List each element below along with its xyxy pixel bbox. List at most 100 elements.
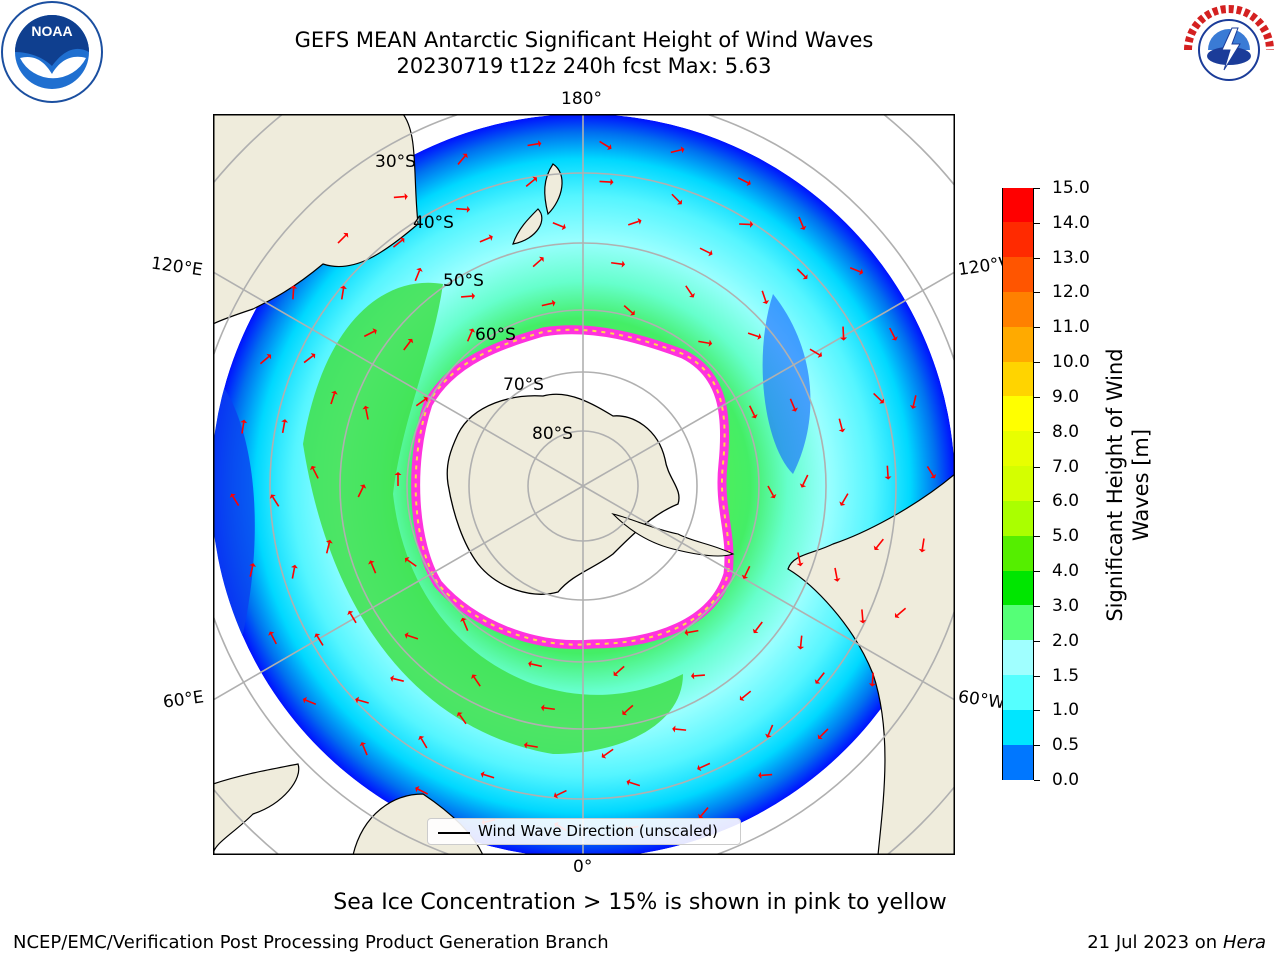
colorbar-tick-label: 14.0	[1052, 212, 1090, 233]
colorbar-tick-label: 12.0	[1052, 282, 1090, 303]
wind-wave-arrowhead	[762, 300, 770, 305]
wind-wave-arrowhead	[802, 274, 808, 280]
wind-wave-arrowhead	[622, 710, 627, 716]
colorbar-band	[1003, 675, 1033, 711]
wind-wave-arrowhead	[539, 256, 544, 262]
wind-wave-arrow	[392, 677, 404, 682]
colorbar-tick-mark	[1034, 396, 1040, 398]
wind-wave-arrow	[303, 355, 314, 364]
colorbar-band	[1003, 431, 1033, 467]
wind-wave-arrow	[599, 140, 610, 148]
wind-wave-arrow	[912, 395, 917, 407]
wind-wave-arrowhead	[291, 564, 298, 569]
wind-wave-arrow	[473, 676, 481, 687]
wind-wave-arrow	[629, 781, 641, 787]
wind-wave-arrow	[349, 612, 357, 624]
colorbar-title-line2: Waves [m]	[1129, 428, 1153, 542]
colorbar-tick-label: 8.0	[1052, 421, 1080, 442]
wind-wave-arrowhead	[739, 695, 745, 701]
wind-wave-arrow	[744, 565, 751, 577]
colorbar-tick-mark	[1034, 362, 1040, 364]
wind-wave-arrow	[798, 216, 804, 228]
wind-wave-arrow	[459, 714, 467, 725]
wind-wave-arrowhead	[355, 696, 360, 704]
wind-wave-arrow	[685, 285, 693, 296]
wind-wave-arrow	[871, 672, 874, 684]
wind-wave-arrow	[842, 326, 845, 338]
wind-wave-arrowhead	[268, 631, 275, 636]
wind-wave-arrowhead	[884, 476, 892, 480]
colorbar-tick-label: 5.0	[1052, 526, 1080, 547]
wind-wave-arrowhead	[909, 405, 917, 409]
wind-wave-arrowhead	[796, 562, 804, 567]
wind-wave-arrowhead	[891, 336, 898, 341]
wind-wave-arrowhead	[672, 725, 676, 733]
wind-wave-arrow	[838, 418, 843, 430]
wind-wave-arrowhead	[404, 193, 408, 201]
wind-wave-arrow	[249, 565, 254, 577]
wind-wave-arrow	[761, 290, 767, 302]
colorbar-tick-mark	[1034, 257, 1040, 259]
wind-wave-arrowhead	[537, 140, 542, 148]
wind-wave-arrowhead	[368, 560, 375, 565]
wind-wave-arrowhead	[229, 493, 236, 499]
wind-wave-arrowhead	[407, 338, 414, 344]
wind-wave-arrow	[761, 773, 773, 777]
wind-wave-arrowhead	[757, 333, 762, 340]
wind-wave-arrow	[543, 707, 555, 711]
wind-wave-arrowhead	[340, 285, 347, 290]
map-legend: Wind Wave Direction (unscaled)	[427, 818, 741, 845]
wind-wave-arrowhead	[799, 483, 807, 488]
wind-wave-arrow	[541, 302, 553, 307]
colorbar-tick-mark	[1034, 745, 1040, 747]
colorbar-band	[1003, 535, 1033, 572]
wind-wave-arrowhead	[859, 620, 867, 624]
wind-wave-arrowhead	[290, 285, 298, 289]
nws-logo-icon	[1181, 2, 1277, 98]
colorbar-band	[1003, 222, 1033, 258]
colorbar-band	[1003, 257, 1033, 293]
wind-wave-arrowhead	[553, 792, 559, 799]
wind-wave-arrow	[675, 728, 687, 731]
wind-wave-arrowhead	[758, 771, 762, 779]
colorbar-band	[1003, 326, 1033, 363]
wind-wave-arrowhead	[362, 405, 370, 410]
colorbar-tick-mark	[1034, 710, 1040, 712]
colorbar	[1002, 187, 1034, 780]
wind-wave-arrowhead	[637, 218, 642, 225]
wind-wave-arrow	[241, 422, 245, 434]
wind-wave-arrowhead	[372, 328, 377, 335]
wind-wave-arrow	[834, 567, 838, 579]
wind-wave-arrowhead	[488, 234, 493, 241]
colorbar-title: Significant Height of Wind Waves [m]	[1102, 320, 1154, 650]
colorbar-tick-mark	[1034, 675, 1040, 677]
wind-wave-arrow	[599, 180, 611, 183]
wind-wave-arrowhead	[708, 249, 713, 257]
wind-wave-arrowhead	[468, 328, 476, 333]
colorbar-tick-mark	[1034, 571, 1040, 573]
wind-wave-arrow	[259, 355, 270, 365]
wind-wave-arrow	[406, 559, 417, 567]
colorbar-tick-mark	[1034, 536, 1040, 538]
chart-subtitle: 20230719 t12z 240h fcst Max: 5.63	[396, 54, 772, 78]
wind-wave-arrow	[624, 704, 634, 714]
wind-wave-arrow	[526, 744, 538, 748]
wind-wave-arrowhead	[456, 712, 463, 717]
colorbar-tick-label: 6.0	[1052, 491, 1080, 512]
wind-wave-arrow	[748, 405, 756, 416]
wind-wave-arrowhead	[791, 407, 798, 412]
wind-wave-arrow	[700, 807, 709, 817]
colorbar-tick-mark	[1034, 327, 1040, 329]
lon-label-120w: 120°W	[956, 253, 1006, 281]
wind-wave-arrow	[532, 258, 542, 268]
wind-wave-arrowhead	[601, 752, 607, 759]
wind-wave-arrowhead	[918, 548, 926, 553]
colorbar-band	[1003, 744, 1033, 780]
wind-wave-arrowhead	[359, 484, 367, 489]
wind-wave-arrowhead	[561, 223, 566, 231]
wind-wave-arrowhead	[416, 267, 423, 272]
wind-wave-arrow	[316, 635, 324, 646]
wind-wave-arrowhead	[310, 353, 316, 359]
wind-wave-arrows	[229, 140, 937, 832]
wind-wave-arrow	[754, 621, 763, 632]
